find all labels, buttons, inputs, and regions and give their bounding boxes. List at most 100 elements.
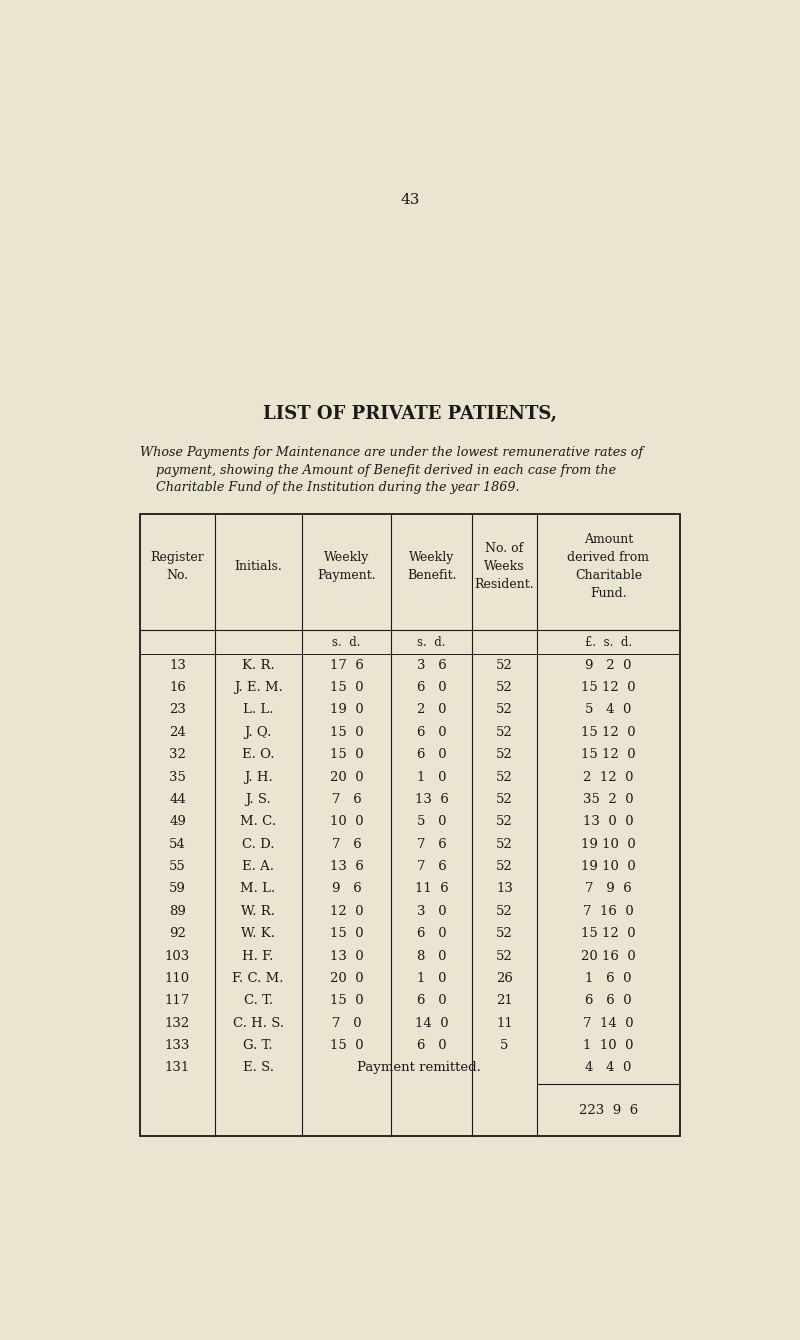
Text: 7   9  6: 7 9 6: [585, 883, 632, 895]
Text: s.  d.: s. d.: [418, 635, 446, 649]
Text: 52: 52: [496, 793, 513, 805]
Text: 7   6: 7 6: [417, 838, 446, 851]
Text: 13: 13: [169, 659, 186, 671]
Text: 13  0: 13 0: [330, 950, 363, 962]
Text: 9   6: 9 6: [331, 883, 362, 895]
Text: 23: 23: [169, 704, 186, 717]
Text: 132: 132: [165, 1017, 190, 1029]
Text: 16: 16: [169, 681, 186, 694]
Text: 14  0: 14 0: [415, 1017, 449, 1029]
Text: 52: 52: [496, 815, 513, 828]
Text: 52: 52: [496, 905, 513, 918]
Text: 4   4  0: 4 4 0: [586, 1061, 631, 1075]
Text: 52: 52: [496, 838, 513, 851]
Text: 6   6  0: 6 6 0: [585, 994, 632, 1008]
Text: 15  0: 15 0: [330, 1038, 363, 1052]
Text: 1   6  0: 1 6 0: [585, 972, 632, 985]
Text: 10  0: 10 0: [330, 815, 363, 828]
Text: 5   4  0: 5 4 0: [586, 704, 631, 717]
Text: 6   0: 6 0: [417, 681, 446, 694]
Text: W. R.: W. R.: [241, 905, 275, 918]
Text: No. of
Weeks
Resident.: No. of Weeks Resident.: [474, 543, 534, 591]
Text: 1   0: 1 0: [417, 770, 446, 784]
Text: 52: 52: [496, 860, 513, 874]
Text: 52: 52: [496, 681, 513, 694]
Text: 52: 52: [496, 659, 513, 671]
Text: L. L.: L. L.: [243, 704, 274, 717]
Text: 89: 89: [169, 905, 186, 918]
Text: Initials.: Initials.: [234, 560, 282, 574]
Text: 13  6: 13 6: [414, 793, 449, 805]
Text: £.  s.  d.: £. s. d.: [585, 635, 632, 649]
Text: LIST OF PRIVATE PATIENTS,: LIST OF PRIVATE PATIENTS,: [263, 405, 557, 422]
Text: 8   0: 8 0: [417, 950, 446, 962]
Text: 103: 103: [165, 950, 190, 962]
Text: 5   0: 5 0: [417, 815, 446, 828]
Text: 20  0: 20 0: [330, 770, 363, 784]
Text: 19 10  0: 19 10 0: [581, 838, 636, 851]
Text: M. C.: M. C.: [240, 815, 276, 828]
Text: 55: 55: [169, 860, 186, 874]
Text: 20 16  0: 20 16 0: [581, 950, 636, 962]
Text: 7  14  0: 7 14 0: [583, 1017, 634, 1029]
Text: C. H. S.: C. H. S.: [233, 1017, 284, 1029]
Text: s.  d.: s. d.: [332, 635, 361, 649]
Text: 7  16  0: 7 16 0: [583, 905, 634, 918]
Text: 13  6: 13 6: [330, 860, 363, 874]
Text: K. R.: K. R.: [242, 659, 274, 671]
Text: 15 12  0: 15 12 0: [581, 726, 636, 738]
Text: 21: 21: [496, 994, 513, 1008]
Text: 6   0: 6 0: [417, 748, 446, 761]
Text: 52: 52: [496, 950, 513, 962]
Text: 15  0: 15 0: [330, 994, 363, 1008]
Text: 59: 59: [169, 883, 186, 895]
Text: Payment remitted.: Payment remitted.: [358, 1061, 482, 1075]
Text: 2  12  0: 2 12 0: [583, 770, 634, 784]
Text: 12  0: 12 0: [330, 905, 363, 918]
Text: 32: 32: [169, 748, 186, 761]
Text: 15  0: 15 0: [330, 681, 363, 694]
Text: 223  9  6: 223 9 6: [578, 1104, 638, 1116]
Text: 17  6: 17 6: [330, 659, 363, 671]
Text: 133: 133: [165, 1038, 190, 1052]
Text: 13  0  0: 13 0 0: [583, 815, 634, 828]
Text: 6   0: 6 0: [417, 726, 446, 738]
Text: G. T.: G. T.: [243, 1038, 273, 1052]
Text: J. E. M.: J. E. M.: [234, 681, 282, 694]
Text: E. O.: E. O.: [242, 748, 274, 761]
Text: 13: 13: [496, 883, 513, 895]
Text: 15 12  0: 15 12 0: [581, 748, 636, 761]
Text: E. A.: E. A.: [242, 860, 274, 874]
Text: 6   0: 6 0: [417, 1038, 446, 1052]
Text: 20  0: 20 0: [330, 972, 363, 985]
Text: 92: 92: [169, 927, 186, 941]
Text: H. F.: H. F.: [242, 950, 274, 962]
Text: J. H.: J. H.: [244, 770, 273, 784]
Text: 7   6: 7 6: [331, 793, 362, 805]
Text: 19  0: 19 0: [330, 704, 363, 717]
Text: 1  10  0: 1 10 0: [583, 1038, 634, 1052]
Text: 52: 52: [496, 726, 513, 738]
Text: W. K.: W. K.: [241, 927, 275, 941]
Text: 5: 5: [500, 1038, 509, 1052]
Text: Register
No.: Register No.: [150, 551, 204, 583]
Text: 52: 52: [496, 704, 513, 717]
Text: 7   0: 7 0: [332, 1017, 362, 1029]
Text: 15 12  0: 15 12 0: [581, 927, 636, 941]
Text: Weekly
Payment.: Weekly Payment.: [317, 551, 376, 583]
Text: 7   6: 7 6: [331, 838, 362, 851]
Text: 15  0: 15 0: [330, 927, 363, 941]
Bar: [140, 513, 680, 1136]
Text: J. Q.: J. Q.: [245, 726, 272, 738]
Text: 9   2  0: 9 2 0: [585, 659, 632, 671]
Text: 35  2  0: 35 2 0: [583, 793, 634, 805]
Text: Weekly
Benefit.: Weekly Benefit.: [407, 551, 457, 583]
Text: 52: 52: [496, 770, 513, 784]
Text: Charitable Fund of the Institution during the year 1869.: Charitable Fund of the Institution durin…: [156, 481, 519, 494]
Text: 15  0: 15 0: [330, 726, 363, 738]
Text: 44: 44: [169, 793, 186, 805]
Text: 6   0: 6 0: [417, 994, 446, 1008]
Text: 11  6: 11 6: [415, 883, 449, 895]
Text: 52: 52: [496, 927, 513, 941]
Text: Whose Payments for Maintenance are under the lowest remunerative rates of: Whose Payments for Maintenance are under…: [140, 446, 643, 460]
